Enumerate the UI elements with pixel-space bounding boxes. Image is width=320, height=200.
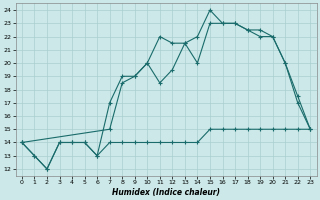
X-axis label: Humidex (Indice chaleur): Humidex (Indice chaleur) (112, 188, 220, 197)
